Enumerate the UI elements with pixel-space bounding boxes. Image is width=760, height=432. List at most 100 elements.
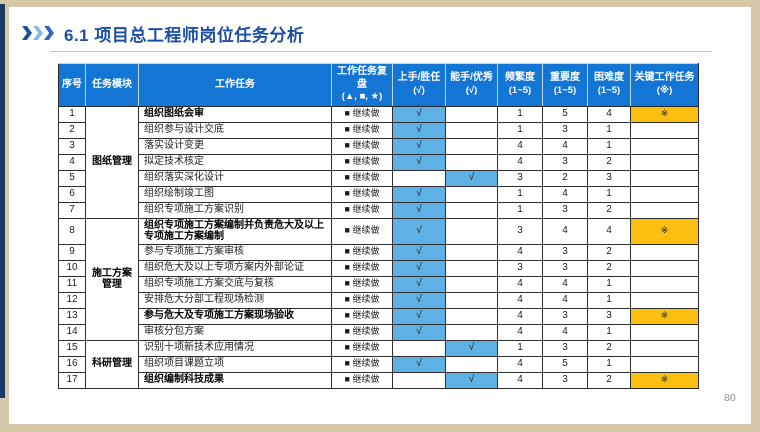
table-row: 11 组织专项施工方案交底与复核 ■ 继续做 √ 4 4 1 — [58, 275, 699, 293]
cell-frequency: 4 — [497, 153, 543, 171]
cell-importance: 3 — [542, 259, 588, 277]
cell-task: 组织项目课题立项 — [138, 355, 332, 373]
cell-frequency: 4 — [497, 275, 543, 293]
cell-key: ※ — [630, 105, 699, 123]
cell-importance: 3 — [542, 339, 588, 357]
cell-difficulty: 3 — [587, 307, 631, 325]
table-row: 6 组织绘制竣工图 ■ 继续做 √ 1 4 1 — [58, 185, 699, 203]
cell-task: 审核分包方案 — [138, 323, 332, 341]
cell-importance: 5 — [542, 355, 588, 373]
cell-key: ※ — [630, 371, 699, 389]
cell-index: 8 — [58, 217, 86, 245]
cell-beginner-check: √ — [392, 185, 446, 203]
cell-frequency: 1 — [497, 105, 543, 123]
cell-key — [630, 185, 699, 203]
cell-review: ■ 继续做 — [331, 291, 393, 309]
col-header-review: 工作任务复盘 (▲, ■, ★) — [331, 63, 393, 107]
col-header-expert: 能手/优秀 (√) — [445, 63, 498, 107]
cell-difficulty: 2 — [587, 243, 631, 261]
cell-frequency: 1 — [497, 121, 543, 139]
cell-expert-check — [445, 153, 498, 171]
cell-task: 参与危大及专项施工方案现场验收 — [138, 307, 332, 325]
cell-task: 组织落实深化设计 — [138, 169, 332, 187]
cell-key — [630, 355, 699, 373]
cell-frequency: 4 — [497, 137, 543, 155]
cell-difficulty: 1 — [587, 121, 631, 139]
cell-beginner-check: √ — [392, 217, 446, 245]
cell-task: 识别十项新技术应用情况 — [138, 339, 332, 357]
cell-frequency: 1 — [497, 339, 543, 357]
cell-beginner-check: √ — [392, 275, 446, 293]
cell-task: 组织专项施工方案交底与复核 — [138, 275, 332, 293]
cell-frequency: 4 — [497, 323, 543, 341]
table-row: 12 安排危大分部工程现场检测 ■ 继续做 √ 4 4 1 — [58, 291, 699, 309]
cell-frequency: 3 — [497, 217, 543, 245]
cell-task: 组织专项施工方案识别 — [138, 201, 332, 219]
cell-key — [630, 243, 699, 261]
cell-difficulty: 2 — [587, 153, 631, 171]
cell-task: 落实设计变更 — [138, 137, 332, 155]
cell-review: ■ 继续做 — [331, 201, 393, 219]
col-header-beginner: 上手/胜任 (√) — [392, 63, 446, 107]
cell-frequency: 3 — [497, 259, 543, 277]
cell-task: 组织图纸会审 — [138, 105, 332, 123]
cell-task: 参与专项施工方案审核 — [138, 243, 332, 261]
cell-module: 科研管理 — [85, 339, 139, 389]
cell-index: 7 — [58, 201, 86, 219]
title-row: 6.1 项目总工程师岗位任务分析 — [22, 20, 304, 46]
cell-importance: 4 — [542, 323, 588, 341]
col-header-keytask: 关键工作任务 (※) — [630, 63, 699, 107]
cell-index: 17 — [58, 371, 86, 389]
cell-expert-check: √ — [445, 169, 498, 187]
cell-beginner-check: √ — [392, 307, 446, 325]
cell-key — [630, 291, 699, 309]
cell-review: ■ 继续做 — [331, 153, 393, 171]
cell-index: 12 — [58, 291, 86, 309]
cell-beginner-check — [392, 371, 446, 389]
cell-expert-check — [445, 121, 498, 139]
cell-difficulty: 1 — [587, 355, 631, 373]
cell-review: ■ 继续做 — [331, 243, 393, 261]
cell-review: ■ 继续做 — [331, 259, 393, 277]
cell-importance: 3 — [542, 153, 588, 171]
cell-review: ■ 继续做 — [331, 185, 393, 203]
cell-importance: 4 — [542, 275, 588, 293]
cell-expert-check — [445, 105, 498, 123]
cell-task: 组织编制科技成果 — [138, 371, 332, 389]
cell-importance: 5 — [542, 105, 588, 123]
cell-index: 15 — [58, 339, 86, 357]
cell-importance: 3 — [542, 121, 588, 139]
cell-task: 组织专项施工方案编制并负责危大及以上专项施工方案编制 — [138, 217, 332, 245]
cell-index: 1 — [58, 105, 86, 123]
cell-beginner-check — [392, 169, 446, 187]
cell-difficulty: 1 — [587, 185, 631, 203]
cell-task: 组织绘制竣工图 — [138, 185, 332, 203]
cell-expert-check — [445, 137, 498, 155]
cell-expert-check — [445, 217, 498, 245]
table-row: 5 组织落实深化设计 ■ 继续做 √ 3 2 3 — [58, 169, 699, 187]
cell-key — [630, 153, 699, 171]
table-row: 10 组织危大及以上专项方案内外部论证 ■ 继续做 √ 3 3 2 — [58, 259, 699, 277]
table-row: 4 拟定技术核定 ■ 继续做 √ 4 3 2 — [58, 153, 699, 171]
page-number: 80 — [724, 392, 736, 404]
cell-key — [630, 275, 699, 293]
table-row: 2 组织参与设计交底 ■ 继续做 √ 1 3 1 — [58, 121, 699, 139]
cell-index: 3 — [58, 137, 86, 155]
cell-key — [630, 339, 699, 357]
cell-index: 2 — [58, 121, 86, 139]
cell-index: 10 — [58, 259, 86, 277]
cell-key — [630, 201, 699, 219]
cell-importance: 3 — [542, 307, 588, 325]
table-header: 序号 任务模块 工作任务 工作任务复盘 (▲, ■, ★) 上手/胜任 (√) 能手/优秀 (√… — [58, 63, 699, 107]
cell-difficulty: 2 — [587, 201, 631, 219]
cell-beginner-check: √ — [392, 259, 446, 277]
cell-review: ■ 继续做 — [331, 339, 393, 357]
table-row: 13 参与危大及专项施工方案现场验收 ■ 继续做 √ 4 3 3 ※ — [58, 307, 699, 325]
cell-beginner-check: √ — [392, 121, 446, 139]
cell-index: 13 — [58, 307, 86, 325]
cell-importance: 3 — [542, 243, 588, 261]
title-divider — [50, 51, 712, 52]
cell-importance: 3 — [542, 371, 588, 389]
col-header-module: 任务模块 — [85, 63, 139, 107]
